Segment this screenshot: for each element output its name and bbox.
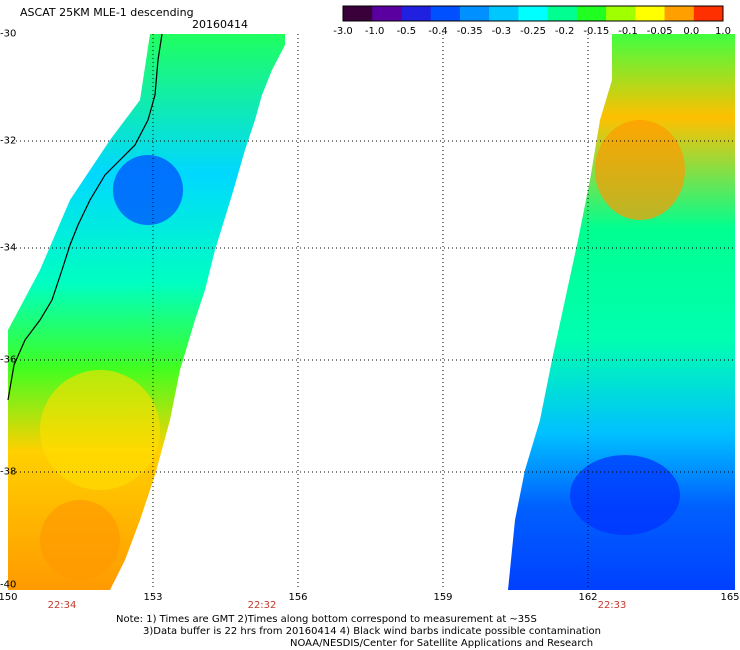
time-label: 22:32 xyxy=(247,600,277,611)
lat-label: -38 xyxy=(0,466,17,478)
colorbar-label: -0.5 xyxy=(396,26,417,37)
time-label: 22:33 xyxy=(597,600,627,611)
colorbar-label: -0.4 xyxy=(428,26,448,37)
orange-patch-left xyxy=(40,500,120,580)
colorbar-label: 1.0 xyxy=(715,26,731,37)
left-swath xyxy=(8,34,285,590)
lat-label: -32 xyxy=(0,135,17,147)
lon-label: 153 xyxy=(143,592,163,603)
note-line-2: 3)Data buffer is 22 hrs from 20160414 4)… xyxy=(143,626,601,637)
colorbar-label: -0.2 xyxy=(554,26,575,37)
colorbar-border xyxy=(342,5,724,22)
colorbar-swatch xyxy=(664,6,695,21)
lon-label: 150 xyxy=(0,592,18,603)
coastline xyxy=(7,33,163,401)
colorbar-swatch xyxy=(547,6,578,21)
colorbar-swatch xyxy=(518,6,549,21)
colorbar-swatch xyxy=(401,6,432,21)
colorbar-label: -0.1 xyxy=(618,26,638,37)
lon-label: 156 xyxy=(288,592,308,603)
colorbar-label: -0.15 xyxy=(583,26,610,37)
colorbar-swatch xyxy=(576,6,607,21)
colorbar-swatch xyxy=(343,6,373,21)
colorbar-swatch xyxy=(430,6,461,21)
note-line-3: NOAA/NESDIS/Center for Satellite Applica… xyxy=(290,638,594,649)
colorbar-label: -3.0 xyxy=(333,26,353,37)
lat-label: -36 xyxy=(0,354,17,366)
colorbar-swatch xyxy=(693,6,724,21)
graticule xyxy=(8,34,735,590)
colorbar xyxy=(342,5,724,22)
colorbar-swatch xyxy=(372,6,402,21)
note-line-1: Note: 1) Times are GMT 2)Times along bot… xyxy=(116,614,537,625)
yellow-patch-left xyxy=(40,370,160,490)
colorbar-swatch xyxy=(459,6,490,21)
lat-label: -40 xyxy=(0,579,17,591)
colorbar-label: 0.0 xyxy=(683,26,700,37)
colorbar-label: -0.35 xyxy=(456,26,483,37)
colorbar-swatch xyxy=(635,6,666,21)
orange-patch-right xyxy=(595,120,685,220)
time-label: 22:34 xyxy=(47,600,77,611)
blue-patch-right xyxy=(570,455,680,535)
colorbar-label: -0.05 xyxy=(646,26,673,37)
lon-label: 159 xyxy=(433,592,453,603)
map-title: ASCAT 25KM MLE-1 descending xyxy=(20,6,194,19)
blue-patch-left xyxy=(113,155,183,225)
lat-label: -30 xyxy=(0,28,17,40)
lon-label: 165 xyxy=(720,592,740,603)
colorbar-label: -0.25 xyxy=(520,26,546,37)
colorbar-swatch xyxy=(606,6,636,21)
colorbar-label: -0.3 xyxy=(491,26,512,37)
colorbar-swatch xyxy=(489,6,519,21)
lon-label: 162 xyxy=(578,592,598,603)
colorbar-label: -1.0 xyxy=(364,26,385,37)
map-date: 20160414 xyxy=(192,18,248,31)
lat-label: -34 xyxy=(0,242,17,254)
